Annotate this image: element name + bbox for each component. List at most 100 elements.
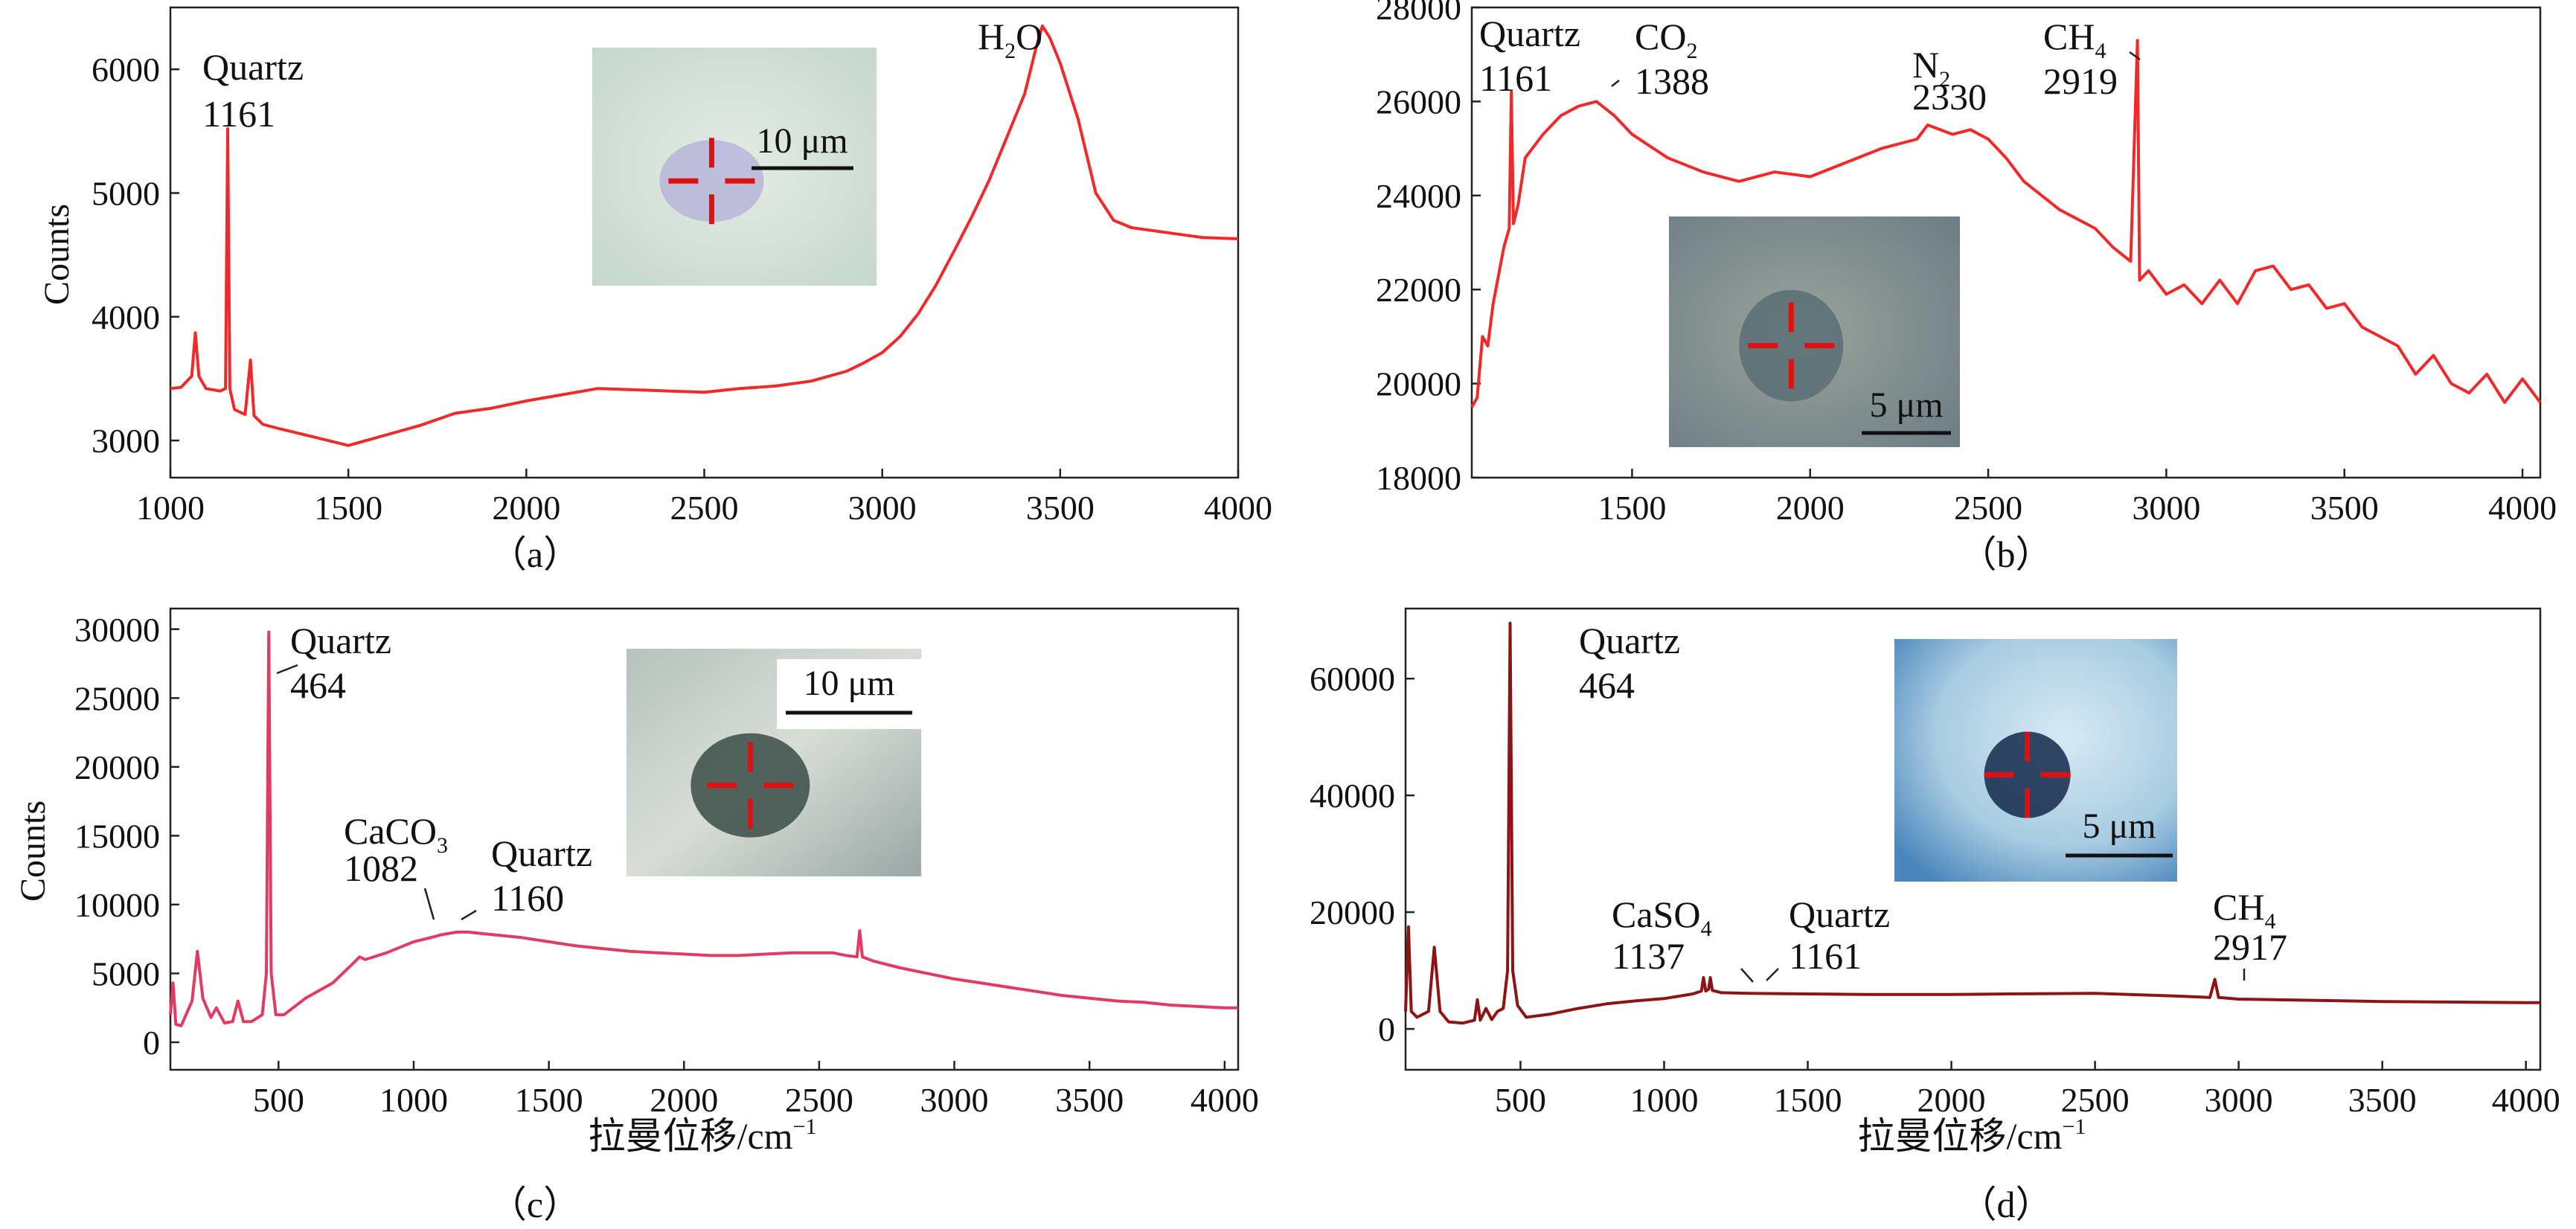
y-axis-label: Counts xyxy=(13,800,53,902)
plot-frame xyxy=(169,607,1240,1071)
x-tick-label: 2000 xyxy=(1776,489,1845,527)
panel-a: 1000 1500 2000 2500 3000 3500 4000 3000 4000 5000… xyxy=(37,6,1272,575)
x-tick-label: 3500 xyxy=(1026,489,1095,527)
peak-value: 464 xyxy=(1579,664,1635,706)
x-tick-label: 1500 xyxy=(1598,489,1666,527)
y-tick-label: 24000 xyxy=(1376,177,1461,215)
inset-photo: 10 μm xyxy=(592,48,877,286)
fluid-inclusion xyxy=(659,140,764,222)
y-tick-label: 30000 xyxy=(74,611,160,649)
x-tick-label: 2500 xyxy=(1954,489,2022,527)
x-tick-label: 4000 xyxy=(2488,489,2557,527)
x-axis-label: 拉曼位移/cm−1 xyxy=(589,1114,817,1157)
crosshair-icon xyxy=(668,138,755,225)
peak-label: CO2 xyxy=(1635,16,1697,63)
peak-label: Quartz xyxy=(491,832,592,874)
y-tick-label: 60000 xyxy=(1310,660,1395,698)
x-tick-label: 1500 xyxy=(1774,1081,1842,1119)
x-tick-label: 3500 xyxy=(1055,1081,1124,1119)
peak-value: 1160 xyxy=(491,877,564,919)
y-tick-label: 20000 xyxy=(1310,893,1395,931)
panel-d: 500 1000 1500 2000 2500 3000 3500 4000020000400… xyxy=(1310,607,2560,1225)
y-tick-label: 3000 xyxy=(92,422,160,460)
x-tick-label: 1000 xyxy=(379,1081,448,1119)
y-tick-label: 5000 xyxy=(92,174,160,212)
crosshair-icon xyxy=(1984,731,2071,818)
x-tick-label: 1500 xyxy=(515,1081,583,1119)
y-tick-label: 28000 xyxy=(1376,0,1461,27)
x-tick-label: 1000 xyxy=(136,489,205,527)
spectrum-line xyxy=(1470,39,2542,408)
y-tick-label: 15000 xyxy=(74,817,160,855)
peak-label: Quartz xyxy=(1789,893,1890,935)
peak-value: 464 xyxy=(290,664,346,706)
inset-photo: 10 μm xyxy=(627,649,921,876)
panel-label: （a） xyxy=(490,533,580,575)
peak-value: 1161 xyxy=(1479,57,1552,99)
peak-value: 2919 xyxy=(2043,60,2118,102)
y-tick-label: 5000 xyxy=(92,954,160,992)
panel-label: （d） xyxy=(1960,1184,2053,1225)
peak-label: Quartz xyxy=(1479,13,1580,54)
peak-value: 2917 xyxy=(2213,926,2287,968)
panel-c: 500 1000 1500 2000 2500 3000 3500 4000 0 5000 1000… xyxy=(13,607,1259,1225)
x-tick-label: 2000 xyxy=(650,1081,718,1119)
scale-bar-label: 10 μm xyxy=(756,121,848,161)
peak-annotation: H2O xyxy=(978,16,1042,63)
leader-line xyxy=(423,888,435,920)
leader-line xyxy=(1611,80,1620,87)
spectrum-line xyxy=(170,24,1239,447)
peak-value: 1388 xyxy=(1635,60,1709,102)
spectrum-line xyxy=(169,630,1238,1027)
fluid-inclusion xyxy=(691,733,810,838)
x-tick-label: 2500 xyxy=(2061,1081,2130,1119)
y-tick-label: 20000 xyxy=(74,748,160,786)
inset-photo: 5 μm xyxy=(1669,216,1960,447)
y-tick-label: 0 xyxy=(143,1024,160,1062)
y-tick-label: 26000 xyxy=(1376,83,1461,121)
peak-value: 1082 xyxy=(344,847,418,889)
peak-label: Quartz xyxy=(202,46,304,88)
plot-frame xyxy=(1404,607,2542,1071)
x-tick-label: 3000 xyxy=(920,1081,989,1119)
x-axis-label: 拉曼位移/cm−1 xyxy=(1858,1114,2086,1157)
x-tick-label: 2500 xyxy=(785,1081,853,1119)
scale-bar-label: 5 μm xyxy=(2082,806,2156,846)
peak-label: CaSO4 xyxy=(1612,893,1711,941)
y-tick-label: 25000 xyxy=(74,679,160,717)
x-tick-label: 500 xyxy=(1495,1081,1546,1119)
peak-label: H2O xyxy=(978,16,1042,63)
x-tick-label: 1500 xyxy=(314,489,382,527)
peak-value: 2330 xyxy=(1912,76,1987,118)
x-tick-label: 3500 xyxy=(2310,489,2379,527)
x-tick-label: 4000 xyxy=(1204,489,1272,527)
leader-line xyxy=(276,664,298,675)
scale-bar-label: 5 μm xyxy=(1869,385,1943,425)
panel-label: （b） xyxy=(1960,533,2053,575)
peak-label: Quartz xyxy=(290,620,391,661)
spectrum-line xyxy=(1404,621,2540,1025)
x-tick-label: 3000 xyxy=(848,489,917,527)
peak-label: CH4 xyxy=(2043,16,2106,63)
leader-line xyxy=(2129,51,2141,61)
scale-bar-box xyxy=(777,659,921,729)
y-tick-label: 40000 xyxy=(1310,777,1395,815)
leader-line xyxy=(1766,968,1779,981)
y-tick-label: 6000 xyxy=(92,51,160,89)
y-tick-label: 0 xyxy=(1378,1010,1395,1048)
y-tick-label: 4000 xyxy=(92,298,160,336)
peak-label: CH4 xyxy=(2213,886,2275,934)
x-tick-label: 3000 xyxy=(2205,1081,2273,1119)
x-tick-label: 2000 xyxy=(1917,1081,1986,1119)
peak-value: 1161 xyxy=(1789,935,1862,977)
